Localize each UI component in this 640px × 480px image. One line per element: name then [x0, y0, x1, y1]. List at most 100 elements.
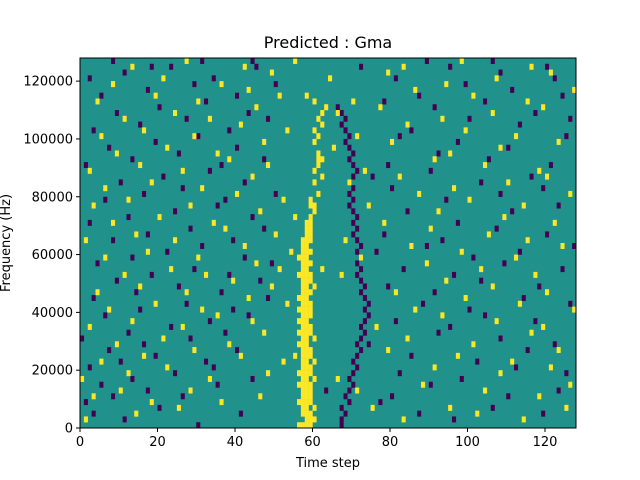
heatmap-cell-low — [200, 58, 205, 64]
heatmap-cell-low — [145, 231, 150, 238]
heatmap-cell-high — [258, 393, 263, 400]
heatmap-cell-low — [545, 63, 550, 70]
heatmap-cell-high — [83, 416, 88, 423]
heatmap-cell-low — [397, 370, 402, 377]
heatmap-cell-low — [223, 196, 228, 203]
heatmap-cell-high — [196, 98, 201, 105]
heatmap-cell-high — [227, 341, 232, 348]
x-tick-label: 20 — [149, 435, 166, 450]
heatmap-cell-high — [134, 231, 139, 238]
heatmap-cell-high — [510, 358, 515, 365]
heatmap-cell-high — [118, 387, 123, 394]
heatmap-cell-low — [393, 75, 398, 82]
heatmap-cell-low — [192, 266, 197, 273]
heatmap-cell-high — [304, 318, 309, 325]
heatmap-cell-high — [324, 104, 329, 111]
heatmap-cell-high — [169, 266, 174, 273]
x-tick-label: 80 — [382, 435, 399, 450]
heatmap-cell-low — [83, 162, 88, 169]
heatmap-cell-high — [312, 283, 317, 290]
heatmap-cell-high — [308, 277, 313, 284]
heatmap-cell-high — [386, 347, 391, 354]
heatmap-cell-low — [362, 318, 367, 325]
heatmap-cell-high — [254, 260, 259, 267]
heatmap-cell-low — [556, 387, 561, 394]
heatmap-cell-high — [130, 63, 135, 70]
x-tick-label: 100 — [455, 435, 480, 450]
heatmap-cell-high — [87, 323, 92, 330]
heatmap-cell-low — [87, 364, 92, 371]
heatmap-cell-low — [153, 138, 158, 145]
heatmap-cell-low — [436, 150, 441, 157]
heatmap-cell-high — [517, 300, 522, 307]
heatmap-cell-low — [103, 196, 108, 203]
heatmap-cell-low — [180, 393, 185, 400]
heatmap-cell-high — [114, 341, 119, 348]
heatmap-cell-high — [304, 358, 309, 365]
heatmap-cell-high — [401, 416, 406, 423]
heatmap-cell-high — [308, 387, 313, 394]
heatmap-cell-high — [320, 156, 325, 163]
heatmap-cell-high — [494, 75, 499, 82]
heatmap-cell-low — [111, 58, 116, 64]
heatmap-cell-high — [304, 254, 309, 261]
heatmap-cell-high — [545, 289, 550, 296]
heatmap-cell-low — [219, 289, 224, 296]
heatmap-cell-high — [192, 133, 197, 140]
heatmap-cell-low — [246, 312, 251, 319]
heatmap-cell-low — [347, 202, 352, 209]
x-tick-label: 0 — [76, 435, 84, 450]
heatmap-cell-high — [262, 329, 267, 336]
heatmap-cell-low — [250, 58, 255, 64]
heatmap-cell-high — [87, 167, 92, 174]
heatmap-cell-high — [320, 266, 325, 273]
heatmap-cell-high — [250, 318, 255, 325]
heatmap-cell-high — [184, 58, 189, 64]
heatmap-cell-high — [533, 271, 538, 278]
heatmap-cell-high — [103, 185, 108, 192]
heatmap-cell-low — [455, 219, 460, 226]
heatmap-cell-low — [366, 300, 371, 307]
heatmap-cell-high — [207, 115, 212, 122]
heatmap-cell-low — [80, 335, 85, 342]
heatmap-cell-high — [304, 219, 309, 226]
heatmap-cell-high — [308, 323, 313, 330]
heatmap-cell-high — [304, 341, 309, 348]
heatmap-cell-low — [204, 358, 209, 365]
heatmap-cell-high — [467, 196, 472, 203]
heatmap-cell-high — [331, 144, 336, 151]
heatmap-cell-low — [386, 283, 391, 290]
heatmap-cell-low — [374, 248, 379, 255]
heatmap-cell-low — [99, 92, 104, 99]
heatmap-cell-low — [498, 190, 503, 197]
heatmap-cell-high — [149, 179, 154, 186]
heatmap-cell-high — [382, 219, 387, 226]
heatmap-cell-high — [308, 312, 313, 319]
heatmap-cell-high — [227, 156, 232, 163]
heatmap-cell-high — [343, 237, 348, 244]
heatmap-cell-high — [304, 306, 309, 313]
heatmap-cell-high — [413, 86, 418, 93]
heatmap-cell-low — [192, 81, 197, 88]
heatmap-cell-high — [293, 214, 298, 221]
heatmap-cell-high — [308, 225, 313, 232]
heatmap-cell-low — [545, 231, 550, 238]
heatmap-cell-high — [300, 271, 305, 278]
heatmap-cell-low — [149, 271, 154, 278]
heatmap-cell-high — [289, 248, 294, 255]
heatmap-cell-low — [359, 63, 364, 70]
heatmap-cell-high — [405, 121, 410, 128]
heatmap-cell-low — [440, 237, 445, 244]
heatmap-cell-high — [304, 300, 309, 307]
heatmap-cell-high — [312, 335, 317, 342]
heatmap-cell-high — [297, 399, 302, 406]
heatmap-cell-high — [514, 254, 519, 261]
heatmap-cell-low — [390, 185, 395, 192]
heatmap-cell-high — [355, 133, 360, 140]
chart-title: Predicted : Gma — [264, 33, 392, 52]
heatmap-cell-low — [235, 92, 240, 99]
heatmap-cell-high — [300, 254, 305, 261]
heatmap-cell-high — [304, 277, 309, 284]
heatmap-cell-high — [300, 393, 305, 400]
heatmap-cell-low — [266, 115, 271, 122]
